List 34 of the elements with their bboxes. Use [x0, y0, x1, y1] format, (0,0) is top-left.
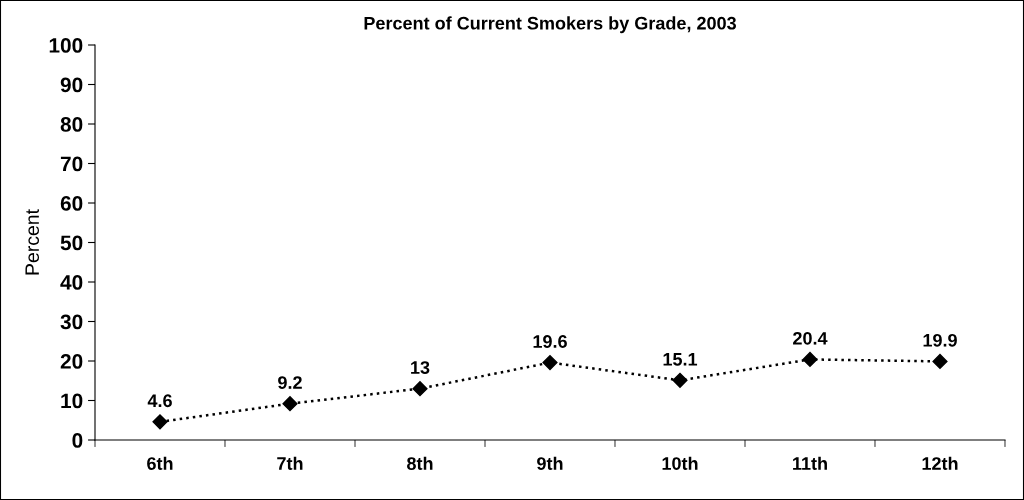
x-tick-label: 12th: [922, 456, 958, 470]
chart-title: Percent of Current Smokers by Grade, 2003: [364, 16, 736, 34]
y-tick-label: 30: [60, 314, 83, 330]
x-tick-label: 7th: [277, 456, 303, 470]
y-tick-label: 40: [60, 275, 83, 290]
data-label: 4.6: [147, 394, 172, 408]
x-tick-label: 6th: [147, 456, 173, 470]
data-label: 20.4: [793, 331, 828, 345]
point: [542, 355, 558, 371]
data-label: 15.1: [663, 353, 698, 366]
point: [152, 414, 168, 430]
data-label: 13: [411, 361, 430, 374]
point: [932, 353, 948, 369]
y-tick-label: 80: [60, 117, 83, 132]
y-tick-label: 90: [60, 77, 83, 93]
y-tick-label: 70: [60, 156, 83, 172]
x-tick-label: 9th: [537, 456, 563, 470]
y-tick-label: 20: [60, 354, 83, 369]
x-tick-label: 11th: [793, 456, 827, 470]
y-tick-label: 100: [49, 38, 83, 53]
data-label: 19.9: [923, 333, 957, 347]
y-tick-label: 50: [60, 235, 83, 251]
x-tick-label: 10th: [662, 456, 698, 470]
point: [802, 351, 818, 367]
data-label: 19.6: [533, 335, 567, 348]
point: [282, 396, 298, 412]
x-tick-label: 8th: [407, 456, 433, 470]
data-label: 9.2: [278, 376, 302, 389]
y-tick-label: 10: [61, 393, 83, 409]
y-tick-label: 0: [72, 433, 83, 448]
point: [412, 381, 428, 397]
point: [672, 372, 688, 388]
y-tick-label: 60: [60, 196, 83, 211]
y-axis-title: Percent: [25, 209, 40, 275]
